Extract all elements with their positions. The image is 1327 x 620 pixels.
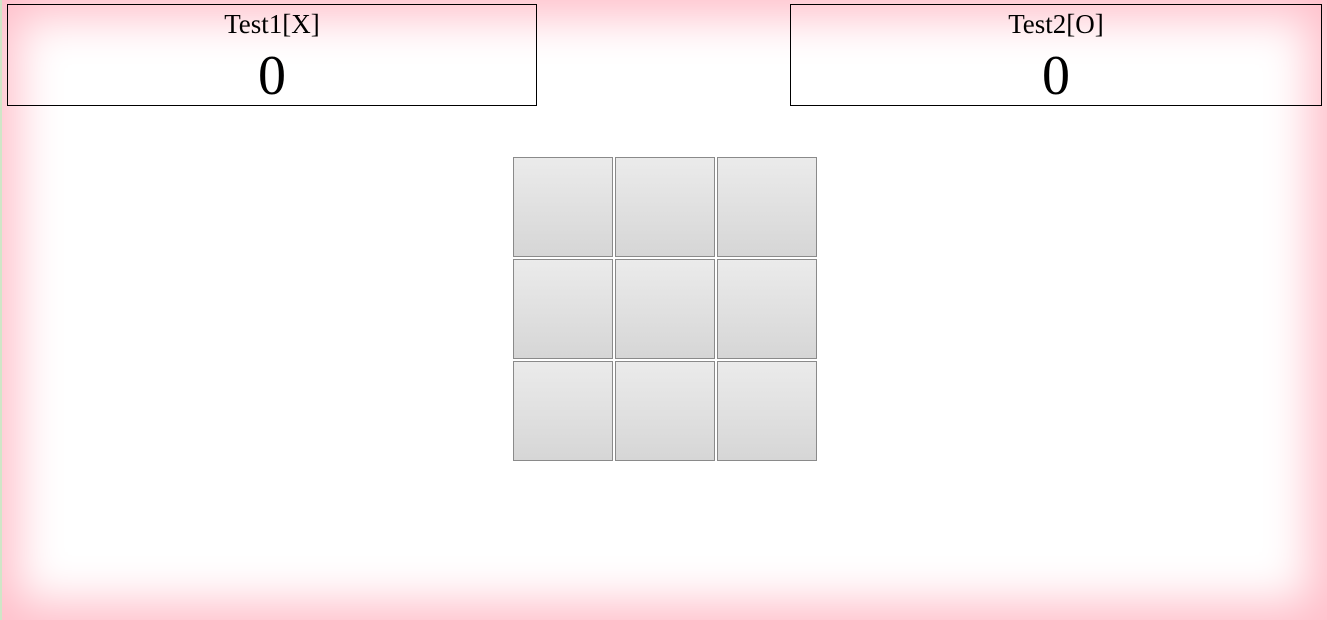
board-cell-8[interactable] xyxy=(615,361,715,461)
board-cell-4[interactable] xyxy=(513,259,613,359)
left-edge-strip xyxy=(0,0,2,620)
board-cell-7[interactable] xyxy=(513,361,613,461)
player1-name: Test1[X] xyxy=(224,9,320,39)
player2-scoreboard: Test2[O] 0 xyxy=(790,4,1322,106)
game-board xyxy=(513,157,819,463)
board-cell-6[interactable] xyxy=(717,259,817,359)
board-cell-3[interactable] xyxy=(717,157,817,257)
player2-score: 0 xyxy=(1042,45,1070,107)
player2-name: Test2[O] xyxy=(1008,9,1104,39)
board-cell-1[interactable] xyxy=(513,157,613,257)
player1-scoreboard: Test1[X] 0 xyxy=(7,4,537,106)
board-cell-9[interactable] xyxy=(717,361,817,461)
player1-score: 0 xyxy=(258,45,286,107)
board-cell-2[interactable] xyxy=(615,157,715,257)
board-cell-5[interactable] xyxy=(615,259,715,359)
